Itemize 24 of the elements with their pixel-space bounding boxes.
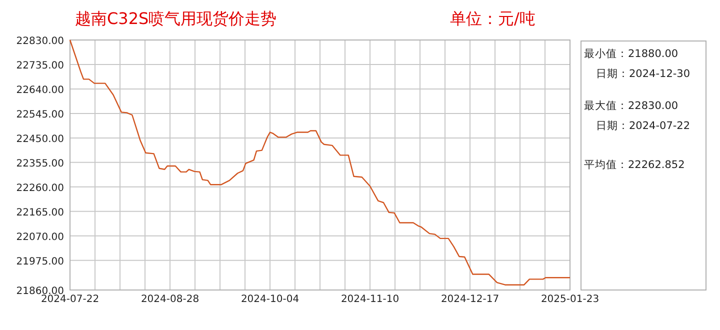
text: 最小值：21880.00 bbox=[584, 47, 678, 60]
x-tick-label: 2024-11-10 bbox=[340, 294, 400, 305]
text: 日期：2024-07-22 bbox=[596, 120, 690, 132]
text: 日期：2024-12-30 bbox=[596, 68, 690, 80]
text: 平均值：22262.852 bbox=[584, 159, 685, 171]
y-tick-label: 22545.00 bbox=[16, 109, 64, 120]
x-tick-label: 2024-08-28 bbox=[140, 294, 200, 305]
y-tick-label: 22260.00 bbox=[16, 182, 64, 194]
y-tick-label: 22830.00 bbox=[16, 36, 64, 47]
x-tick-label: 2024-10-04 bbox=[240, 294, 300, 305]
x-tick-label: 2025-01-23 bbox=[540, 294, 600, 305]
y-tick-label: 22735.00 bbox=[16, 60, 64, 72]
x-tick-label: 2024-07-22 bbox=[40, 294, 100, 305]
y-tick-label: 22165.00 bbox=[16, 207, 64, 218]
y-tick-label: 22355.00 bbox=[16, 158, 64, 170]
y-tick-label: 21975.00 bbox=[16, 256, 64, 268]
chart-title: 越南C32S喷气用现货价走势 bbox=[75, 9, 277, 28]
line-series bbox=[69, 39, 571, 286]
y-tick-label: 22070.00 bbox=[16, 232, 64, 243]
chart-subtitle: 单位：元/吨 bbox=[450, 9, 536, 28]
text: 最大值：22830.00 bbox=[584, 99, 678, 112]
x-tick-label: 2024-12-17 bbox=[440, 294, 500, 305]
y-tick-label: 22450.00 bbox=[16, 134, 64, 145]
y-tick-label: 22640.00 bbox=[16, 84, 64, 96]
